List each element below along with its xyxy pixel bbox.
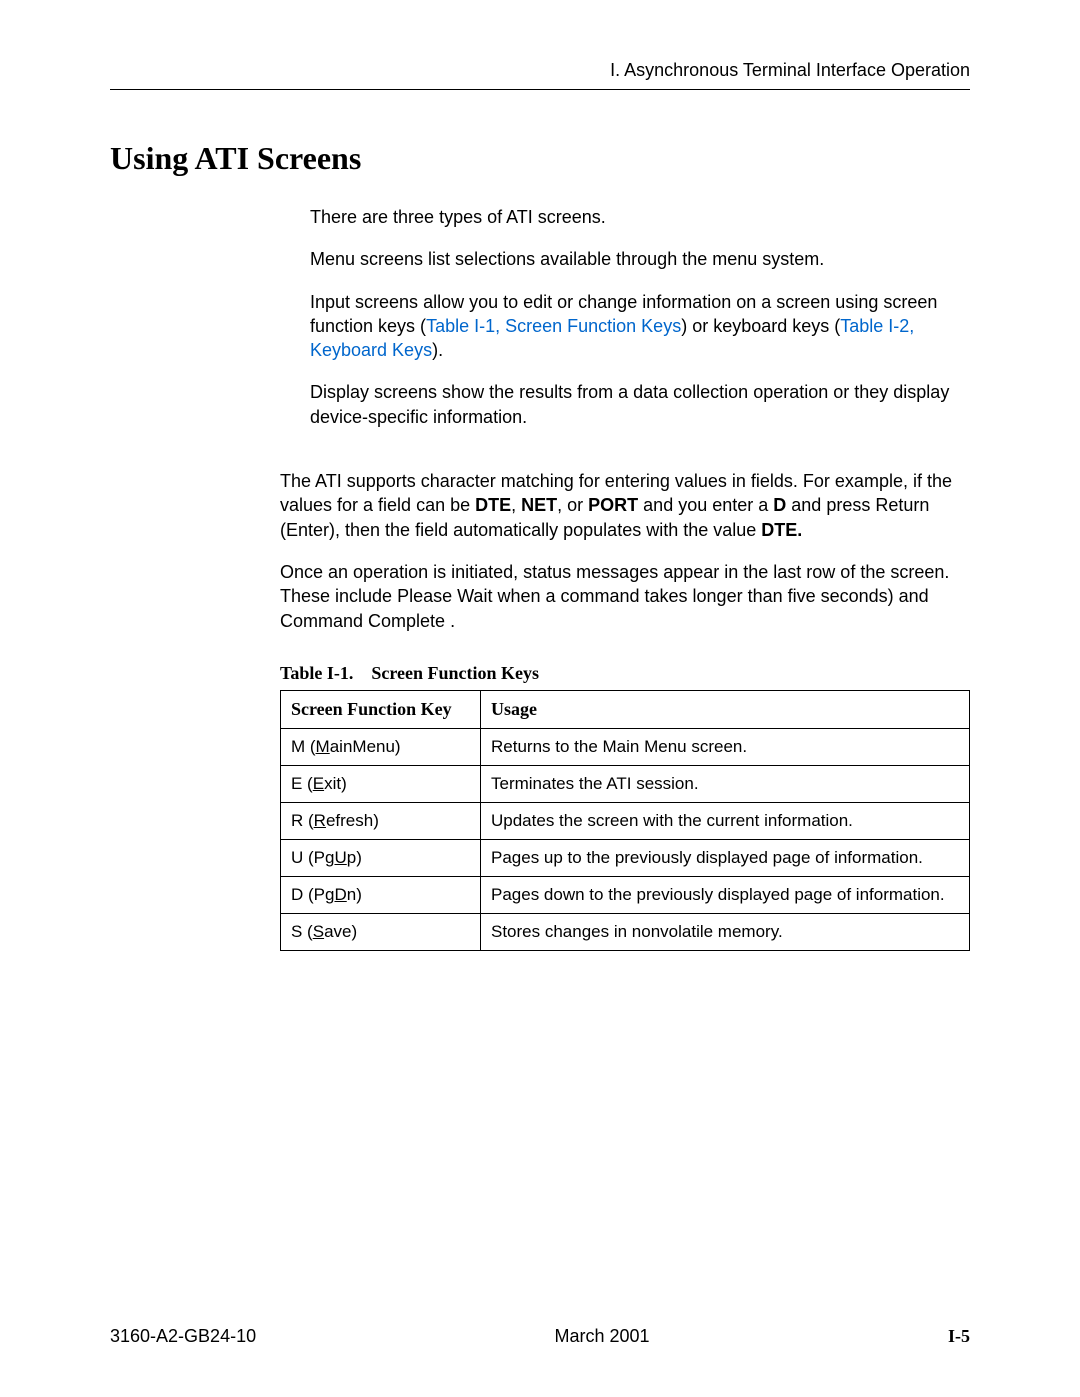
cell-usage: Returns to the Main Menu screen. [481,728,970,765]
footer-doc-id: 3160-A2-GB24-10 [110,1326,256,1347]
body-p6: Once an operation is initiated, status m… [280,560,970,633]
p5-f: DTE. [761,520,802,540]
p3-suffix: ). [432,340,443,360]
col-header-key: Screen Function Key [281,690,481,728]
cell-usage: Terminates the ATI session. [481,765,970,802]
intro-p3: Input screens allow you to edit or chang… [310,290,970,363]
page-container: I. Asynchronous Terminal Interface Opera… [0,0,1080,1397]
intro-p2: Menu screens list selections available t… [310,247,970,271]
p5-dte: DTE [475,495,511,515]
cell-key: S (Save) [281,913,481,950]
table-row: E (Exit)Terminates the ATI session. [281,765,970,802]
intro-block: There are three types of ATI screens. Me… [310,205,970,429]
cell-usage: Updates the screen with the current info… [481,802,970,839]
cell-key: E (Exit) [281,765,481,802]
table-number: Table I-1. [280,663,353,683]
table-row: S (Save)Stores changes in nonvolatile me… [281,913,970,950]
cell-key: U (PgUp) [281,839,481,876]
col-header-usage: Usage [481,690,970,728]
cell-key: R (Refresh) [281,802,481,839]
cell-usage: Stores changes in nonvolatile memory. [481,913,970,950]
table-header-row: Screen Function Key Usage [281,690,970,728]
body-p5: The ATI supports character matching for … [280,469,970,542]
footer-date: March 2001 [555,1326,650,1347]
intro-p4: Display screens show the results from a … [310,380,970,429]
p5-net: NET [521,495,557,515]
table-title: Screen Function Keys [371,663,539,683]
running-header: I. Asynchronous Terminal Interface Opera… [110,60,970,81]
p3-mid: ) or keyboard keys ( [681,316,840,336]
table-row: R (Refresh)Updates the screen with the c… [281,802,970,839]
table-row: D (PgDn)Pages down to the previously dis… [281,876,970,913]
cell-usage: Pages down to the previously displayed p… [481,876,970,913]
table-row: M (MainMenu)Returns to the Main Menu scr… [281,728,970,765]
footer-page-number: I-5 [948,1326,970,1347]
p5-c: and you enter a [638,495,773,515]
body-block: The ATI supports character matching for … [280,469,970,951]
page-footer: 3160-A2-GB24-10 March 2001 I-5 [110,1326,970,1347]
header-rule [110,89,970,90]
screen-function-keys-table: Screen Function Key Usage M (MainMenu)Re… [280,690,970,951]
link-table-i1[interactable]: Table I-1, Screen Function Keys [426,316,681,336]
p5-port: PORT [588,495,638,515]
section-heading: Using ATI Screens [110,140,970,177]
cell-key: D (PgDn) [281,876,481,913]
intro-p1: There are three types of ATI screens. [310,205,970,229]
table-row: U (PgUp)Pages up to the previously displ… [281,839,970,876]
cell-usage: Pages up to the previously displayed pag… [481,839,970,876]
cell-key: M (MainMenu) [281,728,481,765]
table-caption: Table I-1. Screen Function Keys [280,663,970,684]
p5-d: D [773,495,786,515]
